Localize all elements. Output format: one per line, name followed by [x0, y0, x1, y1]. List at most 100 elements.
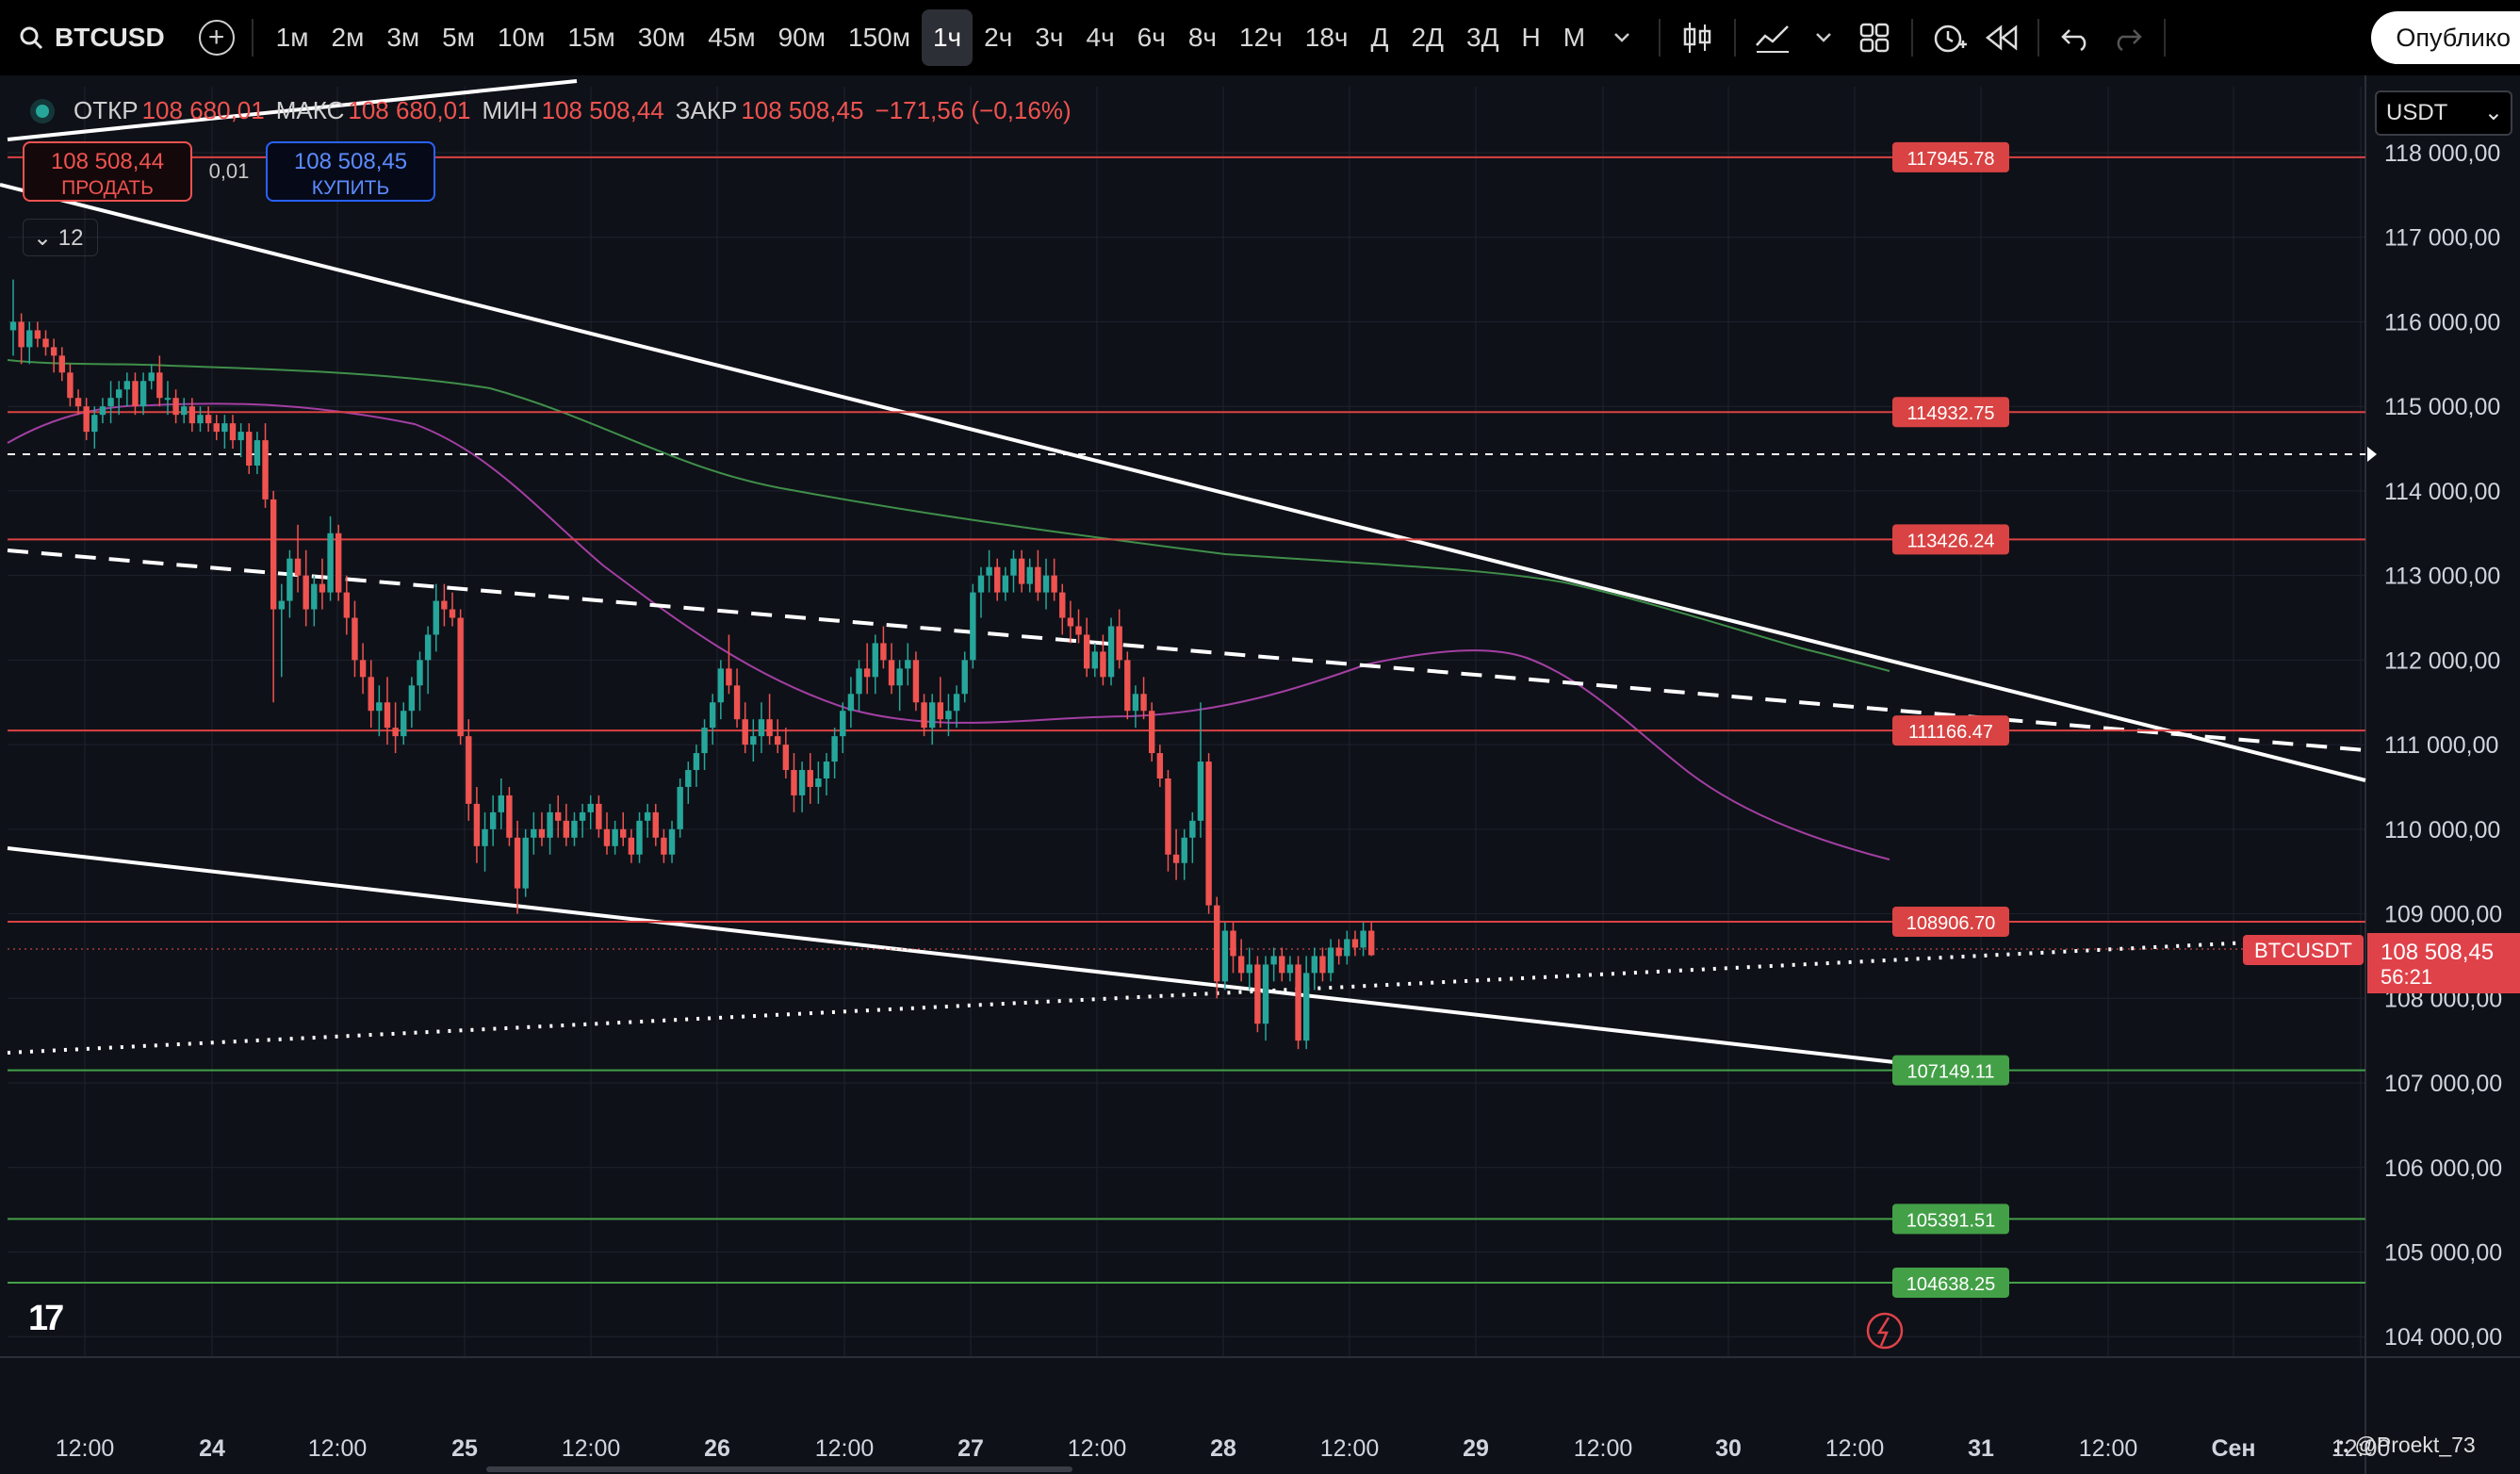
candle-body	[603, 828, 611, 846]
timeframe-45м[interactable]: 45м	[708, 23, 756, 52]
timeframe-3м[interactable]: 3м	[386, 23, 420, 52]
timeframe-8ч[interactable]: 8ч	[1187, 23, 1218, 52]
symbol-name: BTCUSD	[55, 23, 165, 52]
price-axis-label: 116 000,00	[2384, 309, 2500, 336]
candle-body	[1230, 930, 1236, 957]
candle-body	[132, 381, 139, 407]
candle-body	[856, 668, 862, 695]
undo-icon[interactable]	[2051, 9, 2102, 66]
timeframe-2ч[interactable]: 2ч	[984, 23, 1013, 52]
candle-body	[1311, 956, 1317, 974]
candle-body	[668, 828, 676, 855]
candle-body	[970, 592, 976, 661]
time-axis-label: 30	[1715, 1435, 1742, 1462]
candle-body	[449, 609, 456, 618]
timeframe-2м[interactable]: 2м	[331, 23, 365, 52]
candle-body	[9, 321, 17, 331]
timeframe-2Д[interactable]: 2Д	[1411, 23, 1444, 52]
redo-icon[interactable]	[2102, 9, 2152, 66]
timeframe-Н[interactable]: Н	[1521, 23, 1541, 52]
timeframe-150м[interactable]: 150м	[848, 23, 910, 52]
sell-button[interactable]: 108 508,44 ПРОДАТЬ	[23, 141, 192, 202]
ohlc-legend: ОТКР 108 680,01 МАКС 108 680,01 МИН 108 …	[36, 96, 1083, 125]
alert-icon[interactable]	[1924, 9, 1975, 66]
candle-body	[823, 762, 830, 779]
timeframe-12ч[interactable]: 12ч	[1239, 23, 1283, 52]
candle-body	[1059, 592, 1066, 618]
price-axis-label: 111 000,00	[2384, 732, 2498, 759]
timeframe-Д[interactable]: Д	[1370, 23, 1389, 52]
candle-body	[896, 668, 903, 686]
time-axis-label: 28	[1210, 1435, 1236, 1462]
timeframe-90м[interactable]: 90м	[777, 23, 826, 52]
indicators-icon[interactable]	[1747, 9, 1798, 66]
candle-body	[1335, 947, 1342, 957]
time-axis-label: 12:00	[56, 1435, 115, 1462]
candle-body	[91, 415, 98, 433]
timeframe-4ч[interactable]: 4ч	[1086, 23, 1115, 52]
timeframe-30м[interactable]: 30м	[637, 23, 686, 52]
level-label: 111166.47	[1908, 722, 1993, 743]
candle-body	[612, 828, 618, 846]
level-badge	[1892, 906, 2009, 937]
price-chart[interactable]: 117945.78 114932.75 113426.24 111166.47 1089…	[0, 75, 2520, 1474]
chevron-down-icon[interactable]	[1798, 9, 1849, 66]
candles-icon[interactable]	[1672, 9, 1723, 66]
candle-body	[994, 566, 1001, 593]
timeframe-5м[interactable]: 5м	[442, 23, 475, 52]
candle-body	[693, 753, 700, 771]
indicators-toggle[interactable]: ⌄ 12	[23, 219, 98, 256]
search-icon	[20, 26, 43, 50]
candle-body	[262, 440, 269, 500]
price-axis-label: 105 000,00	[2384, 1239, 2502, 1266]
currency-select[interactable]: USDT ⌄	[2375, 90, 2512, 136]
symbol-search[interactable]: BTCUSD	[19, 23, 165, 53]
level-label: 108906.70	[1906, 913, 1996, 934]
timeframe-М[interactable]: М	[1563, 23, 1586, 52]
toolbar-separator	[251, 19, 254, 57]
toolbar-separator	[1659, 19, 1661, 57]
candle-body	[506, 794, 513, 838]
publish-button[interactable]: Опублико	[2371, 11, 2520, 64]
buy-button[interactable]: 108 508,45 КУПИТЬ	[266, 141, 435, 202]
candle-body	[278, 600, 285, 610]
chart-background	[0, 75, 2520, 1474]
tradingview-logo: 17	[28, 1299, 64, 1338]
open-value: 108 680,01	[141, 96, 265, 124]
candle-body	[1197, 762, 1204, 821]
candle-body	[50, 347, 57, 356]
timeframe-1ч[interactable]: 1ч	[921, 9, 974, 66]
chevron-down-icon[interactable]	[1596, 9, 1647, 66]
candle-body	[1214, 905, 1220, 982]
timeframe-18ч[interactable]: 18ч	[1304, 23, 1349, 52]
candle-body	[961, 660, 968, 695]
timeframe-10м[interactable]: 10м	[497, 23, 546, 52]
timeframe-3Д[interactable]: 3Д	[1466, 23, 1499, 52]
level-label: 105391.51	[1906, 1210, 1996, 1231]
open-label: ОТКР	[74, 96, 139, 124]
candle-body	[1156, 753, 1164, 779]
candle-body	[83, 406, 90, 433]
time-scrollbar[interactable]	[486, 1466, 1072, 1472]
add-icon[interactable]: +	[198, 20, 235, 56]
candle-body	[352, 617, 358, 661]
candle-body	[1319, 956, 1326, 974]
candle-body	[489, 811, 497, 829]
timeframe-6ч[interactable]: 6ч	[1137, 23, 1166, 52]
high-value: 108 680,01	[348, 96, 471, 124]
timeframe-3ч[interactable]: 3ч	[1035, 23, 1064, 52]
candle-body	[775, 736, 781, 745]
candle-body	[514, 837, 521, 889]
price-axis-label: 115 000,00	[2384, 394, 2500, 420]
candle-body	[726, 668, 732, 686]
indicators-count: 12	[57, 225, 84, 251]
ma-purple-line	[7, 402, 1890, 860]
candle-body	[831, 736, 838, 762]
timeframe-15м[interactable]: 15м	[567, 23, 615, 52]
layout-icon[interactable]	[1849, 9, 1900, 66]
timeframe-1м[interactable]: 1м	[275, 23, 309, 52]
replay-icon[interactable]	[1975, 9, 2026, 66]
candle-body	[74, 398, 82, 407]
candle-body	[99, 406, 106, 416]
candle-body	[376, 702, 383, 712]
